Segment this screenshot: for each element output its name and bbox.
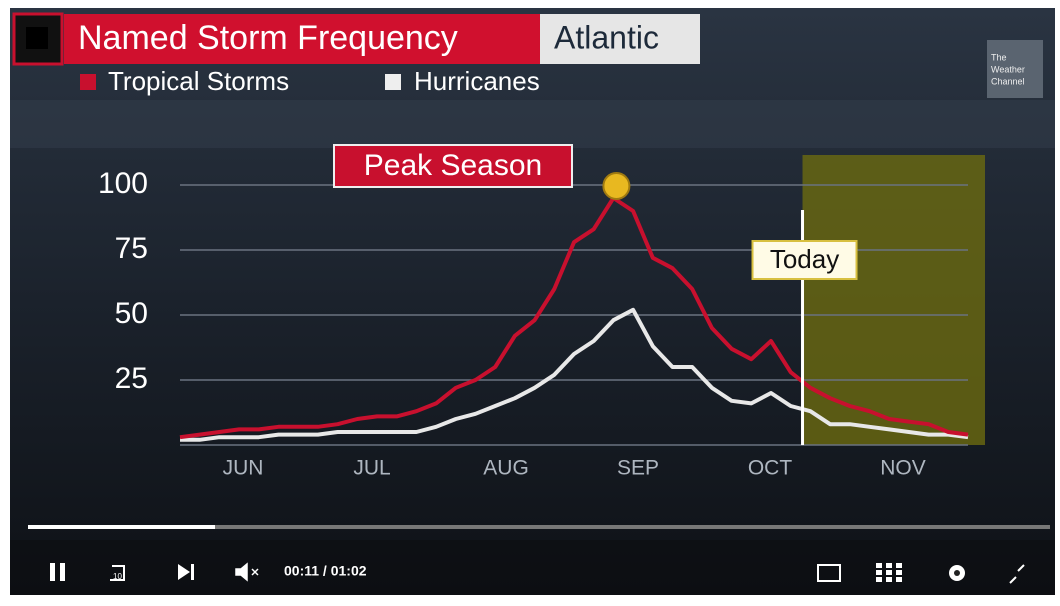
next-button[interactable] (178, 564, 194, 580)
chart-title: Named Storm Frequency (78, 19, 458, 57)
series-line (179, 196, 969, 440)
logo (987, 40, 1043, 98)
pause-button[interactable] (50, 563, 55, 581)
y-tick-label: 75 (115, 232, 148, 265)
x-tick-label: OCT (748, 457, 793, 480)
future-shade (802, 155, 985, 445)
x-tick-label: JUN (223, 457, 264, 480)
annotation-box (751, 240, 858, 280)
replay-button[interactable] (110, 565, 125, 581)
plot: 25 50 75 100 JUN JUL AUG SEP OCT NOV Peak Season To… (98, 144, 985, 480)
band (10, 100, 1055, 148)
mute-button[interactable] (235, 562, 259, 582)
y-tick-label: 100 (98, 167, 148, 200)
settings-hole (954, 570, 960, 576)
annotation: Peak Season (364, 149, 542, 182)
legend-label: Tropical Storms (108, 66, 289, 96)
progress-played (28, 525, 215, 529)
fullscreen-button[interactable] (1009, 564, 1025, 584)
series-line (180, 307, 969, 442)
subtitle-bg (540, 14, 700, 64)
x-tick-label: SEP (617, 457, 659, 480)
title-bg (64, 14, 540, 64)
legend-label: Hurricanes (414, 66, 540, 96)
replay-label: 10 (113, 572, 122, 581)
annotation-box (333, 144, 573, 188)
y-tick-label: 25 (115, 362, 148, 395)
x-tick-label: NOV (880, 457, 926, 480)
annotation: Today (770, 244, 839, 274)
time-display: 00:11 / 01:02 (284, 563, 367, 579)
legend-swatch (80, 74, 96, 90)
chart-subtitle: Atlantic (554, 19, 659, 55)
pause-button-bar (60, 563, 65, 581)
title-icon-inner (26, 27, 48, 49)
logo-text: Channel (991, 76, 1025, 86)
y-tick-label: 50 (115, 297, 148, 330)
logo-text: Weather (991, 64, 1025, 74)
logo-text: The (991, 52, 1007, 62)
peak-marker (602, 172, 631, 200)
cc-button[interactable] (817, 564, 841, 582)
x-tick-label: AUG (483, 457, 529, 480)
x-tick-label: JUL (353, 457, 390, 480)
legend-swatch (385, 74, 401, 90)
controls: 10 00:11 / 01:02 (50, 562, 1025, 584)
grid-button[interactable] (876, 563, 902, 582)
progress-track[interactable] (28, 525, 1050, 529)
